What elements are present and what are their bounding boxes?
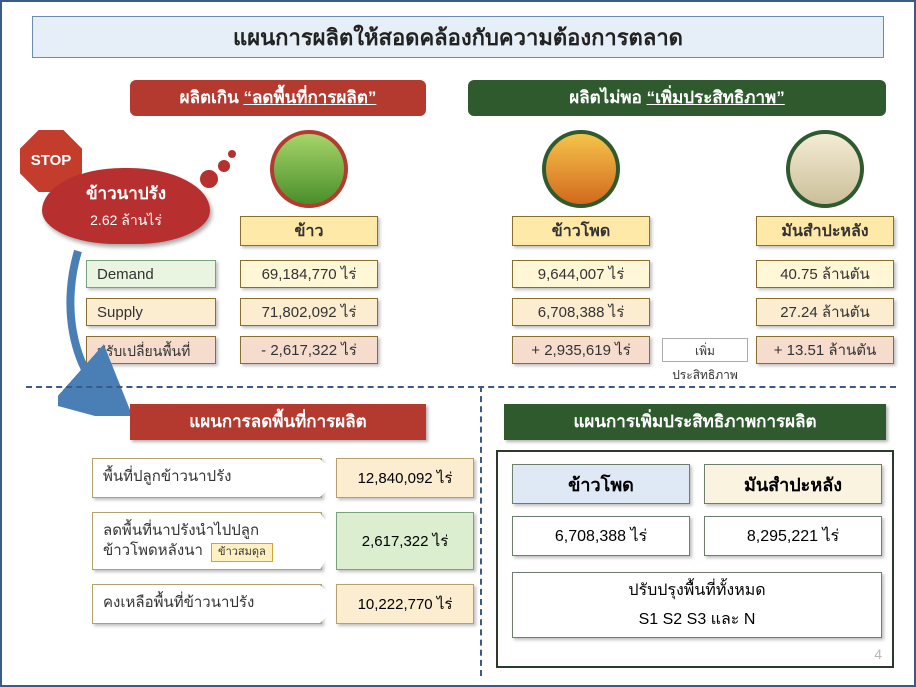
supply-value: 71,802,092 ไร่ xyxy=(240,298,378,326)
corn-name: ข้าวโพด xyxy=(512,216,650,246)
underproduce-underlined: “เพิ่มประสิทธิภาพ” xyxy=(647,88,785,107)
panel-note-l2: S1 S2 S3 และ N xyxy=(639,607,756,632)
reduce-row-1-label: พื้นที่ปลูกข้าวนาปรัง xyxy=(93,459,321,495)
panel-note: ปรับปรุงพื้นที่ทั้งหมด S1 S2 S3 และ N xyxy=(512,572,882,638)
flow-arrow-icon xyxy=(58,246,138,416)
cassava-r3: + 13.51 ล้านตัน xyxy=(756,336,894,364)
page-title: แผนการผลิตให้สอดคล้องกับความต้องการตลาด xyxy=(32,16,884,58)
adjust-value: - 2,617,322 ไร่ xyxy=(240,336,378,364)
reduce-row-3: คงเหลือพื้นที่ข้าวนาปรัง xyxy=(92,584,322,624)
panel-corn-name: ข้าวโพด xyxy=(512,464,690,504)
efficiency-note: เพิ่มประสิทธิภาพ xyxy=(662,338,748,362)
panel-note-l1: ปรับปรุงพื้นที่ทั้งหมด xyxy=(628,578,765,603)
bubble-dot-icon xyxy=(200,170,218,188)
cassava-name: มันสำปะหลัง xyxy=(756,216,894,246)
demand-value: 69,184,770 ไร่ xyxy=(240,260,378,288)
efficiency-panel: ข้าวโพด มันสำปะหลัง 6,708,388 ไร่ 8,295,… xyxy=(496,450,894,668)
overproduce-underlined: “ลดพื้นที่การผลิต” xyxy=(243,88,376,107)
balance-tag: ข้าวสมดุล xyxy=(211,543,273,562)
corn-image-icon xyxy=(542,130,620,208)
corn-r1: 9,644,007 ไร่ xyxy=(512,260,650,288)
reduce-row-2: ลดพื้นที่นาปรังนำไปปลูกข้าวโพดหลังนา ข้า… xyxy=(92,512,322,570)
bubble-title: ข้าวนาปรัง xyxy=(42,180,210,207)
panel-cassava-val: 8,295,221 ไร่ xyxy=(704,516,882,556)
underproduce-header: ผลิตไม่พอ “เพิ่มประสิทธิภาพ” xyxy=(468,80,886,116)
overproduce-header: ผลิตเกิน “ลดพื้นที่การผลิต” xyxy=(130,80,426,116)
bubble-dot-icon xyxy=(218,160,230,172)
thought-bubble: ข้าวนาปรัง 2.62 ล้านไร่ xyxy=(42,168,210,244)
reduce-row-1-value: 12,840,092 ไร่ xyxy=(336,458,474,498)
rice-image-icon xyxy=(270,130,348,208)
efficiency-plan-header: แผนการเพิ่มประสิทธิภาพการผลิต xyxy=(504,404,886,440)
cassava-r1: 40.75 ล้านตัน xyxy=(756,260,894,288)
reduce-row-3-value: 10,222,770 ไร่ xyxy=(336,584,474,624)
rice-name: ข้าว xyxy=(240,216,378,246)
reduce-row-2-label: ลดพื้นที่นาปรังนำไปปลูกข้าวโพดหลังนา ข้า… xyxy=(93,513,321,570)
reduce-row-3-label: คงเหลือพื้นที่ข้าวนาปรัง xyxy=(93,585,321,621)
panel-corn-val: 6,708,388 ไร่ xyxy=(512,516,690,556)
corn-r3: + 2,935,619 ไร่ xyxy=(512,336,650,364)
bubble-sub: 2.62 ล้านไร่ xyxy=(42,210,210,232)
underproduce-prefix: ผลิตไม่พอ xyxy=(569,88,646,107)
bubble-dot-icon xyxy=(228,150,236,158)
h-divider xyxy=(26,386,896,388)
cassava-r2: 27.24 ล้านตัน xyxy=(756,298,894,326)
reduce-plan-header: แผนการลดพื้นที่การผลิต xyxy=(130,404,426,440)
panel-cassava-name: มันสำปะหลัง xyxy=(704,464,882,504)
cassava-image-icon xyxy=(786,130,864,208)
reduce-row-1: พื้นที่ปลูกข้าวนาปรัง xyxy=(92,458,322,498)
slide-number: 4 xyxy=(874,646,882,662)
v-divider xyxy=(480,386,482,676)
corn-r2: 6,708,388 ไร่ xyxy=(512,298,650,326)
overproduce-prefix: ผลิตเกิน xyxy=(180,88,244,107)
reduce-row-2-value: 2,617,322 ไร่ xyxy=(336,512,474,570)
